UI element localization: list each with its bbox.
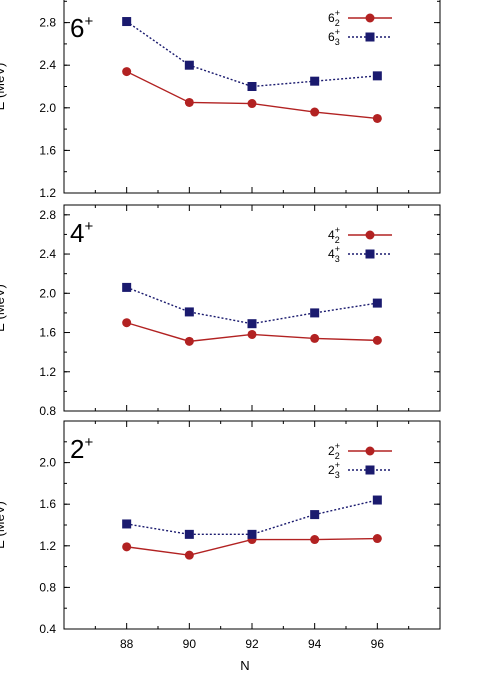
x-tick-label: 94 bbox=[308, 637, 322, 651]
data-point bbox=[122, 67, 132, 77]
data-point bbox=[184, 307, 194, 317]
data-point bbox=[122, 282, 132, 292]
y-tick-label: 0.4 bbox=[39, 622, 56, 636]
data-point bbox=[310, 308, 320, 318]
data-point bbox=[310, 76, 320, 86]
legend-label: 23+ bbox=[328, 460, 340, 480]
legend-label: 22+ bbox=[328, 441, 340, 461]
series-23 bbox=[122, 495, 382, 539]
series-line bbox=[126, 286, 378, 325]
y-tick-label: 2.0 bbox=[39, 101, 56, 115]
legend-label: 62+ bbox=[328, 8, 340, 28]
legend-marker bbox=[365, 465, 375, 475]
legend-marker bbox=[365, 446, 375, 456]
data-point bbox=[122, 17, 132, 27]
data-point bbox=[372, 335, 382, 345]
legend-marker bbox=[365, 230, 375, 240]
y-tick-label: 1.6 bbox=[39, 143, 56, 157]
data-point bbox=[184, 60, 194, 70]
y-tick-label: 2.8 bbox=[39, 208, 56, 222]
series-line bbox=[126, 499, 378, 536]
data-point bbox=[184, 550, 194, 560]
data-point bbox=[310, 107, 320, 117]
panel-6: 1.2 1.6 2.0 2.4 2.8 E (MeV) 6+ 62+63+ bbox=[0, 0, 441, 200]
x-axis-label: N bbox=[240, 658, 249, 673]
legend-marker bbox=[365, 32, 375, 42]
y-tick-label: 1.2 bbox=[39, 365, 56, 379]
data-point bbox=[184, 336, 194, 346]
data-point bbox=[372, 534, 382, 544]
series-line bbox=[126, 70, 378, 120]
x-tick-label: 92 bbox=[245, 637, 259, 651]
y-tick-label: 1.6 bbox=[39, 497, 56, 511]
series-22 bbox=[122, 534, 382, 560]
data-point bbox=[122, 519, 132, 529]
data-point bbox=[247, 329, 257, 339]
y-tick-label: 1.2 bbox=[39, 539, 56, 553]
data-point bbox=[310, 333, 320, 343]
y-axis-label: E (MeV) bbox=[0, 63, 7, 111]
y-tick-label: 0.8 bbox=[39, 580, 56, 594]
y-axis-label: E (MeV) bbox=[0, 501, 7, 549]
panel-label: 6+ bbox=[70, 13, 93, 43]
series-42 bbox=[122, 318, 382, 346]
data-point bbox=[184, 529, 194, 539]
data-point bbox=[372, 71, 382, 81]
y-tick-label: 2.8 bbox=[39, 16, 56, 30]
data-point bbox=[372, 113, 382, 123]
data-point bbox=[122, 542, 132, 552]
y-tick-label: 2.4 bbox=[39, 58, 56, 72]
x-tick-label: 90 bbox=[183, 637, 197, 651]
panels: 1.2 1.6 2.0 2.4 2.8 E (MeV) 6+ 62+63+ 0.8 1.2 1.6 2… bbox=[0, 0, 441, 651]
y-axis-label: E (MeV) bbox=[0, 284, 7, 332]
data-point bbox=[122, 318, 132, 328]
y-tick-label: 1.6 bbox=[39, 326, 56, 340]
series-43 bbox=[122, 282, 382, 329]
data-point bbox=[247, 99, 257, 109]
legend-marker bbox=[365, 13, 375, 23]
legend-label: 42+ bbox=[328, 225, 340, 245]
data-point bbox=[247, 82, 257, 91]
legend-marker bbox=[365, 249, 375, 259]
data-point bbox=[184, 97, 194, 107]
y-tick-label: 0.8 bbox=[39, 404, 56, 418]
plot-frame bbox=[63, 420, 441, 630]
plot-frame bbox=[63, 0, 441, 194]
series-62 bbox=[122, 67, 382, 123]
plot-frame bbox=[63, 204, 441, 412]
y-tick-label: 2.4 bbox=[39, 247, 56, 261]
series-63 bbox=[122, 17, 382, 91]
panel-4: 0.8 1.2 1.6 2.0 2.4 2.8 E (MeV) 4+ 42+43+ bbox=[0, 204, 441, 418]
x-tick-label: 96 bbox=[371, 637, 385, 651]
y-tick-label: 1.2 bbox=[39, 186, 56, 200]
panel-label: 4+ bbox=[70, 218, 93, 248]
y-tick-label: 2.0 bbox=[39, 286, 56, 300]
data-point bbox=[310, 510, 320, 520]
data-point bbox=[372, 298, 382, 308]
legend-label: 43+ bbox=[328, 244, 340, 264]
data-point bbox=[372, 495, 382, 505]
legend-label: 63+ bbox=[328, 27, 340, 47]
panel-label: 2+ bbox=[70, 434, 93, 464]
panel-2: 0.4 0.8 1.2 1.6 2.0 E (MeV) 2+ 22+23+ 88 90 92 94 96 bbox=[0, 420, 441, 651]
x-tick-label: 88 bbox=[120, 637, 134, 651]
y-tick-label: 2.0 bbox=[39, 456, 56, 470]
data-point bbox=[310, 535, 320, 545]
data-point bbox=[247, 319, 257, 329]
data-point bbox=[247, 529, 257, 539]
